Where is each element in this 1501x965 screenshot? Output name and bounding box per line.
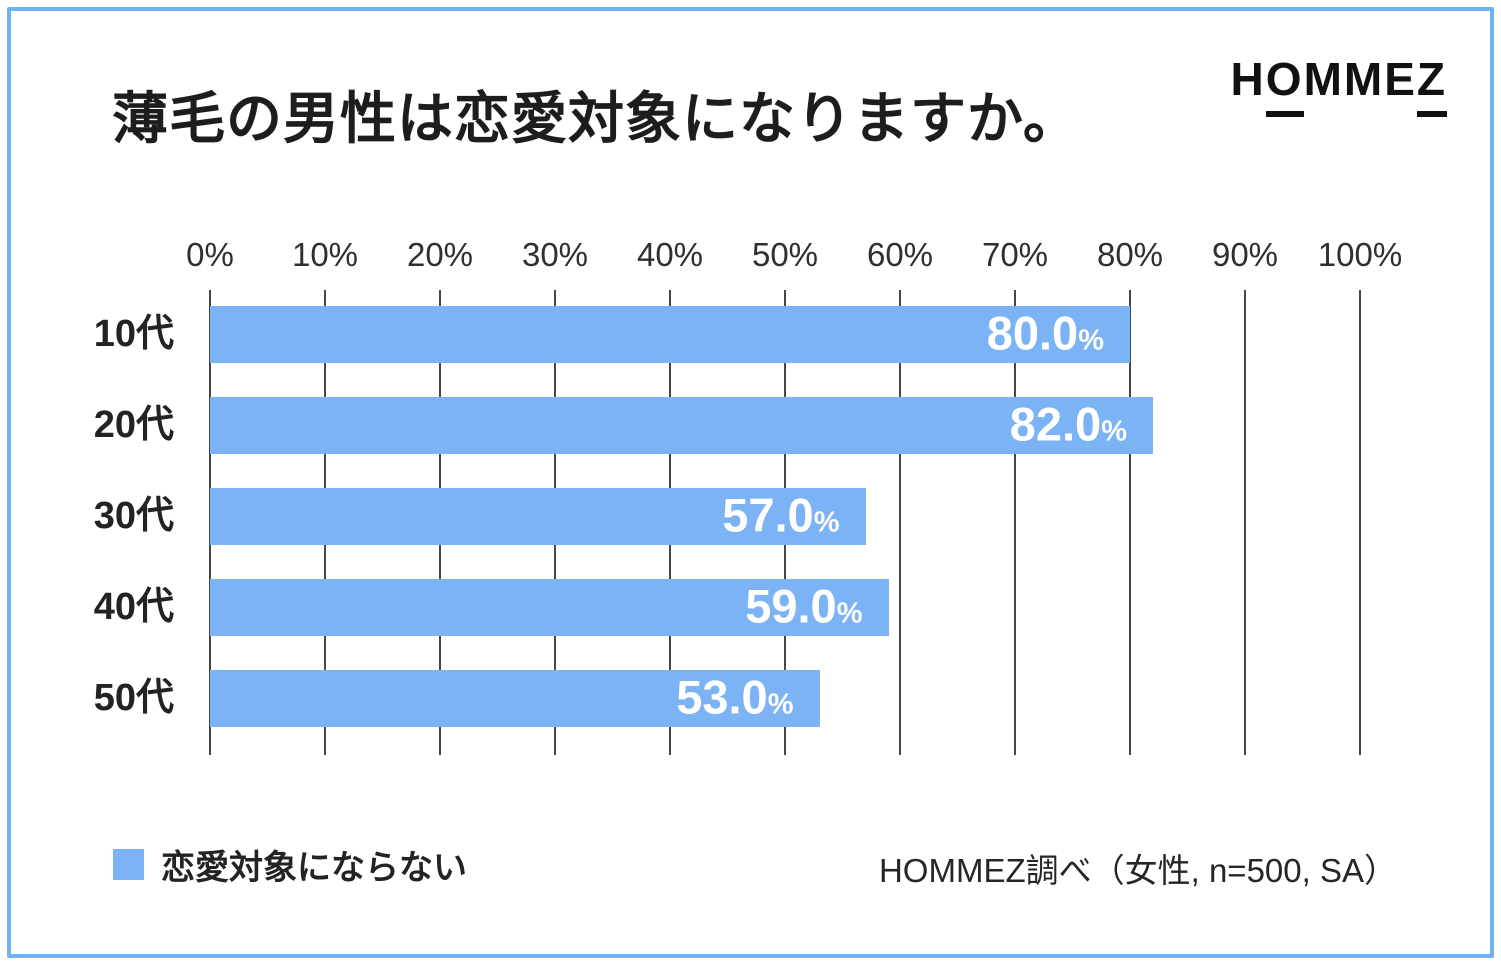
x-tick-label: 0% xyxy=(186,236,234,273)
x-tick-label: 30% xyxy=(521,236,589,273)
bar-value-number: 57.0 xyxy=(722,488,814,542)
category-label: 10代 xyxy=(93,313,174,355)
bar-value-label: 53.0% xyxy=(676,673,793,720)
logo-letter-h: H xyxy=(1230,53,1266,105)
category-label: 20代 xyxy=(93,404,174,446)
gridline xyxy=(1014,290,1016,755)
x-tick-label: 40% xyxy=(636,236,704,273)
x-tick-label: 60% xyxy=(866,236,934,273)
source-note: HOMMEZ調べ（女性, n=500, SA） xyxy=(878,852,1397,889)
bar-value-percent-sign: % xyxy=(1078,324,1104,357)
bar-value-number: 53.0 xyxy=(676,670,768,724)
x-tick-label: 20% xyxy=(406,236,474,273)
bar-value-label: 57.0% xyxy=(722,491,839,538)
bar-value-percent-sign: % xyxy=(1101,415,1127,448)
bar: 57.0% xyxy=(210,488,866,545)
bar: 82.0% xyxy=(210,397,1153,454)
bar: 53.0% xyxy=(210,670,820,727)
logo-letters-mme: MME xyxy=(1303,53,1417,105)
bar: 59.0% xyxy=(210,579,889,636)
bar-value-label: 59.0% xyxy=(745,582,862,629)
category-label: 50代 xyxy=(93,677,174,719)
category-label: 30代 xyxy=(93,495,174,537)
hommez-logo: HOMMEZ xyxy=(1231,56,1447,117)
bar-value-number: 59.0 xyxy=(745,579,837,633)
x-tick-label: 80% xyxy=(1096,236,1164,273)
legend: 恋愛対象にならない xyxy=(113,840,467,889)
page-title: 薄毛の男性は恋愛対象になりますか。 xyxy=(112,87,1080,150)
gridline xyxy=(1359,290,1361,755)
category-label: 40代 xyxy=(93,586,174,628)
plot-area: 80.0% 82.0% 57.0% 59.0% 53.0% xyxy=(209,290,1361,755)
x-axis-ticks: 0% 10% 20% 30% 40% 50% 60% 70% 80% 90% 100% xyxy=(186,236,1402,280)
bar: 80.0% xyxy=(210,306,1130,363)
logo-letter-o-underlined: O xyxy=(1265,56,1304,117)
gridline xyxy=(1129,290,1131,755)
category-labels: 10代 20代 30代 40代 50代 xyxy=(84,290,192,755)
legend-swatch xyxy=(113,849,144,880)
bar-value-label: 80.0% xyxy=(987,309,1104,356)
x-tick-label: 10% xyxy=(291,236,359,273)
bar-value-percent-sign: % xyxy=(836,597,863,630)
legend-label: 恋愛対象にならない xyxy=(161,849,467,887)
bar-value-number: 80.0 xyxy=(986,306,1079,360)
bar-value-percent-sign: % xyxy=(813,506,840,539)
gridline xyxy=(1244,290,1246,755)
x-tick-label: 50% xyxy=(751,236,819,273)
x-tick-label: 90% xyxy=(1211,236,1279,273)
x-tick-label: 100% xyxy=(1317,236,1403,273)
bar-value-label: 82.0% xyxy=(1010,400,1127,447)
bar-value-number: 82.0 xyxy=(1009,397,1102,451)
bar-value-percent-sign: % xyxy=(767,688,794,721)
logo-letter-z-underlined: Z xyxy=(1416,56,1447,117)
gridline xyxy=(899,290,901,755)
x-tick-label: 70% xyxy=(981,236,1049,273)
